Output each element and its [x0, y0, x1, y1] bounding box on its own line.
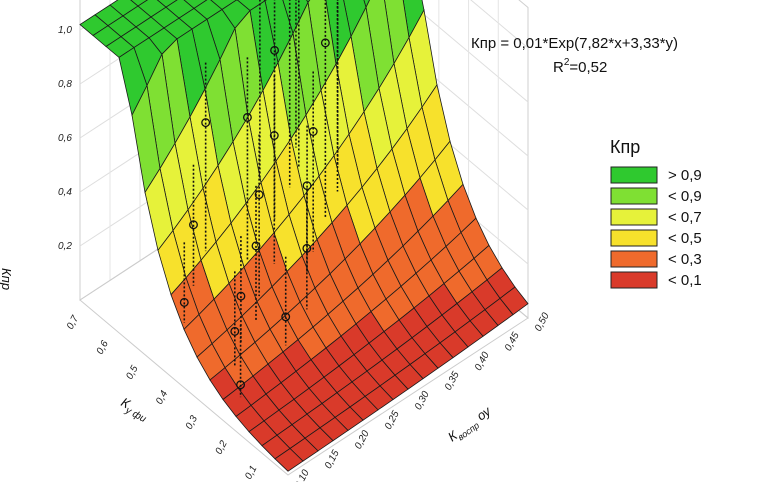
legend-label: < 0,5: [668, 230, 702, 247]
data-point: [236, 291, 246, 301]
y-tick-label: 0,20: [353, 428, 372, 451]
legend-swatch: [610, 250, 658, 268]
y-tick-label: 0,25: [383, 409, 402, 432]
data-point: [251, 241, 261, 251]
data-point: [189, 220, 198, 230]
z-tick-label: 0,8: [58, 79, 72, 90]
legend-swatch: [610, 187, 658, 205]
legend-swatch: [610, 166, 658, 184]
legend-label: < 0,9: [668, 188, 702, 205]
r2-text: R2=0,52: [553, 57, 607, 76]
data-point: [242, 112, 252, 122]
z-tick-label: 1,0: [58, 25, 72, 36]
data-point: [308, 127, 318, 136]
x-tick-label: 0,2: [214, 439, 230, 457]
z-tick-label: 0,6: [58, 133, 72, 144]
y-tick-label: 0,35: [443, 370, 462, 393]
legend-label: < 0,7: [668, 209, 702, 226]
legend-label: < 0,1: [668, 272, 702, 289]
data-point: [230, 326, 240, 336]
y-tick-label: 0,45: [503, 330, 522, 353]
y-tick-label: 0,30: [413, 389, 432, 412]
legend-swatch: [610, 208, 658, 226]
x-tick-label: 0,1: [243, 464, 259, 481]
surface-mesh: [79, 0, 529, 472]
x-tick-label: 0,7: [65, 314, 81, 332]
legend-label: < 0,3: [668, 251, 702, 268]
x-tick-label: 0,5: [124, 364, 140, 382]
legend: Кпр > 0,9 < 0,9 < 0,7 < 0,5 < 0,3 < 0,1: [610, 137, 702, 289]
y-tick-label: 0,50: [533, 311, 552, 334]
z-axis-label: Кпр: [0, 268, 14, 290]
data-point: [269, 131, 279, 140]
legend-label: > 0,9: [668, 167, 702, 184]
x-tick-label: 0,3: [184, 414, 200, 432]
surface-cell: [363, 0, 371, 9]
y-tick-label: 0,15: [323, 448, 342, 471]
x-axis-label: Ку фи: [117, 394, 152, 425]
legend-title: Кпр: [610, 137, 640, 157]
data-point: [320, 38, 330, 48]
equation-text: Кпр = 0,01*Exp(7,82*x+3,33*y): [471, 35, 678, 52]
y-tick-label: 0,40: [473, 350, 492, 373]
data-point: [281, 312, 291, 322]
legend-swatch: [610, 271, 658, 289]
x-tick-label: 0,4: [154, 389, 170, 407]
data-point: [201, 118, 211, 128]
x-tick-label: 0,6: [95, 339, 111, 357]
data-points: [179, 0, 339, 398]
z-tick-label: 0,2: [58, 241, 72, 252]
data-point: [179, 297, 189, 307]
z-tick-label: 0,4: [58, 187, 72, 198]
legend-swatch: [610, 229, 658, 247]
data-point: [270, 45, 280, 55]
surface-cell: [274, 447, 304, 472]
data-point: [236, 380, 246, 390]
y-axis-label: Квоспроу: [445, 403, 496, 447]
data-point: [302, 243, 312, 253]
